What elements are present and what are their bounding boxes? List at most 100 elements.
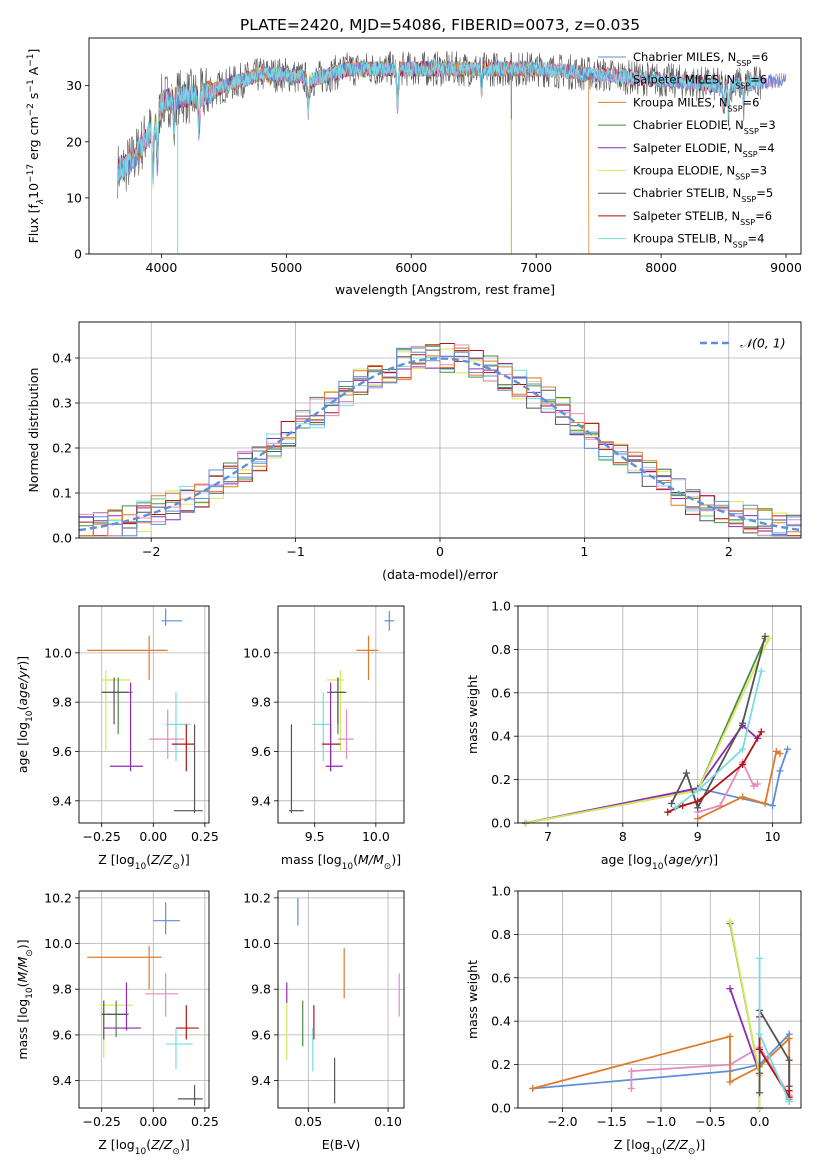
mass-weight-marker	[694, 815, 702, 823]
y-tick-label: 0.6	[491, 685, 511, 700]
spectrum-legend: Chabrier MILES, NSSP=6 Salpeter MILES, NS…	[598, 50, 776, 249]
mass-weight-marker	[756, 1030, 764, 1038]
mass-weight-marker	[756, 1045, 764, 1053]
mass-weight-marker	[785, 1035, 793, 1043]
mass-weight-marker	[761, 632, 769, 640]
legend-label: Chabrier MILES, NSSP=6	[633, 50, 768, 68]
x-tick-label: 0.00	[139, 1114, 167, 1129]
y-tick-label: 0.3	[52, 396, 72, 411]
error-cross	[87, 945, 162, 990]
y-tick-label: 9.6	[251, 744, 271, 759]
residual-histogram	[79, 348, 801, 538]
error-cross	[153, 902, 181, 935]
x-tick-label: 7000	[520, 260, 552, 275]
mass-weight-marker	[726, 1078, 734, 1086]
y-tick-label: 9.8	[52, 982, 72, 997]
spectrum-line	[117, 50, 762, 199]
x-tick-label: 6000	[395, 260, 427, 275]
x-tick-label: 0.25	[191, 829, 219, 844]
legend-label: Salpeter MILES, NSSP=6	[633, 73, 767, 91]
mass-weight-marker	[679, 802, 687, 810]
y-tick-label: 0.1	[52, 486, 72, 501]
mass-weight-marker	[772, 747, 780, 755]
y-tick-label: 0.4	[52, 351, 72, 366]
age-vs-mass-panel: 9.5 10.0 9.4 9.6 9.8 10.0 mass [log10(M/M⊙)]	[243, 605, 405, 872]
x-tick-label: 7	[544, 829, 552, 844]
y-tick-label: 0.4	[491, 1014, 511, 1029]
x-tick-label: 0.0	[750, 1114, 770, 1129]
mass-weight-marker	[776, 750, 784, 758]
error-cross	[356, 635, 379, 680]
error-cross	[101, 1000, 129, 1040]
y-tick-label: 9.6	[251, 1027, 271, 1042]
mass-weight-marker	[754, 780, 762, 788]
mass-weight-marker	[785, 1087, 793, 1095]
error-cross	[165, 1028, 193, 1070]
error-cross	[161, 608, 183, 626]
y-tick-label: 10.2	[44, 890, 72, 905]
y-tick-label: 10.2	[243, 890, 271, 905]
mass-weight-marker	[726, 917, 734, 925]
mass-weight-marker	[769, 802, 777, 810]
x-tick-label: −0.25	[83, 1114, 121, 1129]
mass-weight-marker	[694, 797, 702, 805]
mass-weight-marker	[757, 728, 765, 736]
y-tick-label: 10.0	[44, 936, 72, 951]
age-vs-metallicity-panel: −0.25 0.00 0.25 9.4 9.6 9.8 10.0 Z [log10(Z/Z⊙)…	[15, 605, 219, 872]
x-tick-label: 0.25	[191, 1114, 219, 1129]
spectrum-line	[117, 59, 762, 185]
x-axis-label: Z [log10(Z/Z⊙)]	[98, 852, 189, 872]
x-tick-label: −1.5	[596, 1114, 626, 1129]
mass-weight-marker	[756, 1089, 764, 1097]
y-axis-label: mass weight	[465, 960, 480, 1039]
mass-weight-marker	[739, 719, 747, 727]
legend-label: Salpeter ELODIE, NSSP=4	[633, 141, 775, 159]
axes-frame	[517, 605, 802, 824]
x-tick-label: 0.05	[294, 1114, 322, 1129]
error-cross	[325, 682, 343, 772]
y-tick-label: 9.6	[52, 744, 72, 759]
x-tick-label: 4000	[146, 260, 178, 275]
y-tick-label: 10.0	[243, 936, 271, 951]
mass-weight-marker	[726, 985, 734, 993]
y-tick-label: 30	[66, 78, 82, 93]
axes-frame	[78, 890, 210, 1109]
x-tick-label: −1	[286, 544, 304, 559]
mass-weight-marker	[761, 799, 769, 807]
mass-vs-ebv-panel: 0.05 0.10 9.4 9.6 9.8 10.0 10.2 E(B-V)	[243, 890, 405, 1152]
legend-label: Kroupa STELIB, NSSP=4	[633, 232, 764, 250]
y-axis-label: age [log10(age/yr)]	[15, 656, 35, 773]
error-cross	[384, 610, 395, 631]
residuals-panel: −2 −1 0 1 2 0.0 0.1 0.2 0.3 0.4 𝒩(0, 1) (data-model…	[26, 321, 802, 582]
x-tick-label: −0.5	[695, 1114, 725, 1129]
error-cross	[87, 635, 168, 680]
mass-weight-marker	[757, 667, 765, 675]
x-axis-label: mass [log10(M/M⊙)]	[281, 852, 401, 872]
y-tick-label: 9.4	[251, 793, 271, 808]
x-tick-label: 0.00	[139, 829, 167, 844]
x-tick-label: 8000	[645, 260, 677, 275]
y-axis-label: Flux [fλ10−17 erg cm−2 s−1 A−1]	[26, 49, 46, 244]
y-tick-label: 9.4	[52, 793, 72, 808]
spectrum-panel: 4000 5000 6000 7000 8000 9000 0 10 20 30 wavelengt…	[26, 37, 802, 297]
x-tick-label: 10	[765, 829, 781, 844]
y-tick-label: 10	[66, 190, 82, 205]
mass-weight-marker	[785, 1097, 793, 1105]
x-axis-label: E(B-V)	[322, 1137, 361, 1152]
y-tick-label: 9.4	[251, 1073, 271, 1088]
mass-weight-marker	[785, 1056, 793, 1064]
y-tick-label: 0.6	[491, 970, 511, 985]
figure-title: PLATE=2420, MJD=54086, FIBERID=0073, z=0…	[240, 16, 640, 34]
mass-weight-marker	[529, 1084, 537, 1092]
axes-frame	[78, 605, 210, 824]
y-axis-label: Normed distribution	[26, 368, 41, 493]
y-tick-label: 0.2	[491, 1057, 511, 1072]
error-cross	[103, 982, 141, 1031]
x-tick-label: 9	[694, 829, 702, 844]
mass-weight-marker	[739, 745, 747, 753]
error-cross	[289, 724, 304, 814]
legend-label: Salpeter STELIB, NSSP=6	[633, 209, 772, 227]
mass-weight-marker	[682, 769, 690, 777]
y-tick-label: 0	[74, 247, 82, 262]
y-tick-label: 0.2	[491, 772, 511, 787]
